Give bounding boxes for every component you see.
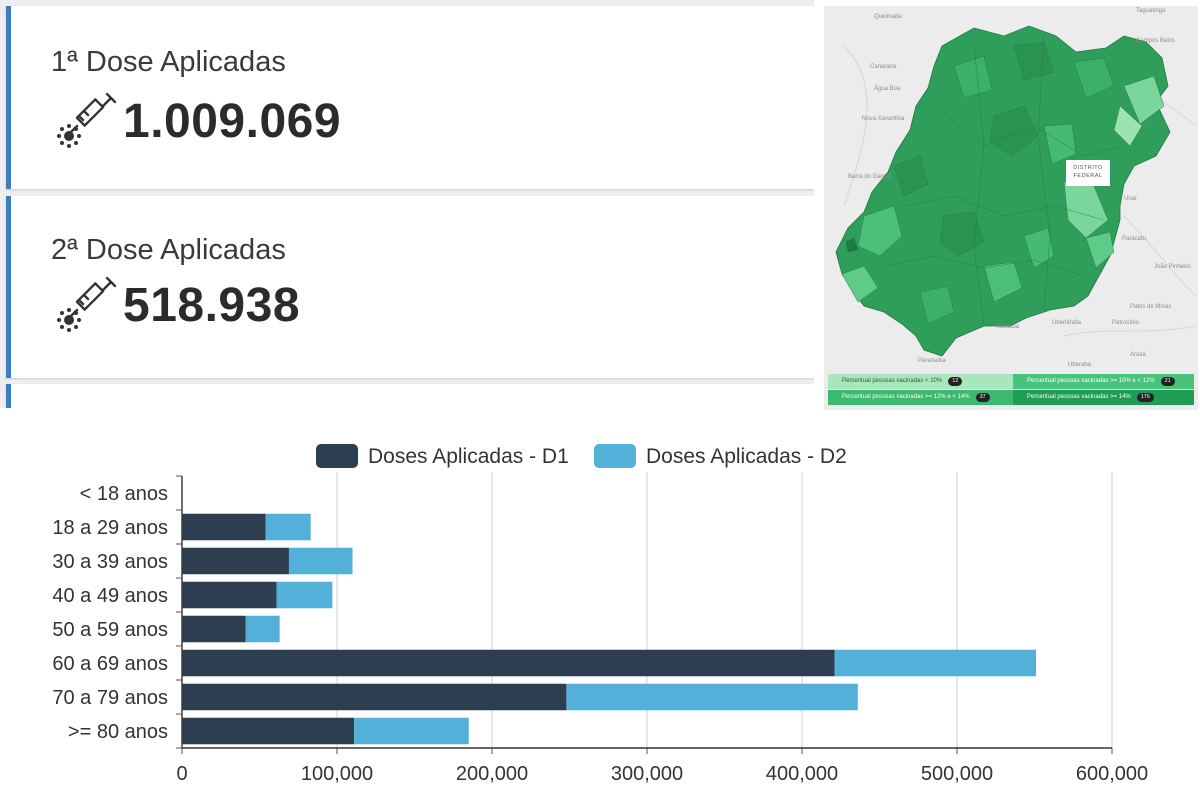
bar-chart-svg: 0 100,000 200,000 300,000 400,000 500,000 600,… — [52, 444, 1148, 785]
legend-count: 21 — [1160, 377, 1175, 386]
map-place: Araxá — [1130, 352, 1146, 358]
legend-swatch-d2 — [594, 444, 636, 468]
map-place: Queimada — [874, 14, 902, 20]
map-place: Campos Belos — [1136, 38, 1176, 44]
map-place: Barra do Garças — [848, 174, 893, 180]
bar-d2 — [245, 615, 280, 643]
map-place: Paracatu — [1122, 236, 1147, 242]
y-category-label: < 18 anos — [80, 483, 168, 505]
legend-label-d1: Doses Aplicadas - D1 — [368, 445, 569, 468]
map-canvas — [835, 25, 1197, 357]
vaccine-syringe-icon — [57, 276, 117, 332]
legend-label-d2: Doses Aplicadas - D2 — [646, 445, 847, 468]
map-place: Patrocínio — [1112, 320, 1140, 326]
y-category-label: 60 a 69 anos — [52, 653, 168, 675]
legend-label: Percentual pessoas vacinadas >= 12% e < … — [842, 394, 970, 400]
legend-item[interactable]: Percentual pessoas vacinadas >= 12% e < … — [828, 390, 1013, 405]
legend-count: 176 — [1136, 393, 1154, 402]
map-place: Patos de Minas — [1130, 304, 1172, 310]
first-dose-title: 1ª Dose Aplicadas — [51, 46, 286, 78]
map-place: Paranaíba — [918, 358, 946, 364]
x-tick-label: 0 — [176, 763, 187, 785]
x-tick-label: 200,000 — [456, 763, 528, 785]
bar-d1 — [182, 513, 266, 541]
bar-d1 — [182, 547, 289, 575]
x-tick-label: 500,000 — [921, 763, 993, 785]
map-place: Água Boa — [874, 86, 901, 92]
bar-d2 — [288, 547, 353, 575]
map-legend: Percentual pessoas vacinadas < 10% 12 Per… — [828, 374, 1194, 406]
bar-d2 — [834, 649, 1037, 677]
second-dose-card: 2ª Dose Aplicadas 518.938 — [6, 196, 814, 378]
stat-cards-panel: 1ª Dose Aplicadas 1.009.069 2ª Dose Apli… — [0, 0, 814, 408]
distrito-federal-label: DISTRITO FEDERAL — [1066, 160, 1110, 186]
bar-d1 — [182, 683, 567, 711]
map-place: Nova Xavantina — [862, 116, 905, 122]
bar-d2 — [276, 581, 333, 609]
map-place: Ituiutaba — [996, 324, 1020, 330]
second-dose-value: 518.938 — [123, 279, 301, 332]
bar-d2 — [265, 513, 311, 541]
legend-swatch-d1 — [316, 444, 358, 468]
state-shape — [835, 25, 1171, 357]
map-place: Unaí — [1124, 196, 1137, 202]
bar-d1 — [182, 615, 246, 643]
y-category-label: 30 a 39 anos — [52, 551, 168, 573]
legend-label: Percentual pessoas vacinadas < 10% — [842, 378, 943, 384]
legend-label: Percentual pessoas vacinadas >= 14% — [1027, 394, 1131, 400]
y-category-label: 18 a 29 anos — [52, 517, 168, 539]
legend-count: 37 — [975, 393, 990, 402]
first-dose-value: 1.009.069 — [123, 95, 342, 148]
legend-item[interactable]: Percentual pessoas vacinadas >= 14% 176 — [1013, 390, 1194, 405]
bar-d2 — [354, 717, 469, 745]
goias-vaccination-map[interactable]: DISTRITO FEDERAL Queimada Canarana Água … — [824, 6, 1198, 410]
y-category-label: 70 a 79 anos — [52, 687, 168, 709]
map-place: Uberaba — [1068, 362, 1092, 368]
first-dose-card: 1ª Dose Aplicadas 1.009.069 — [6, 6, 814, 189]
legend-count: 12 — [948, 377, 963, 386]
map-place: Uberlândia — [1052, 320, 1082, 326]
legend-label: Percentual pessoas vacinadas >= 10% e < … — [1027, 378, 1155, 384]
legend-item[interactable]: Percentual pessoas vacinadas >= 10% e < … — [1013, 374, 1194, 389]
bar-d1 — [182, 717, 355, 745]
x-tick-label: 100,000 — [301, 763, 373, 785]
y-category-label: 40 a 49 anos — [52, 585, 168, 607]
x-tick-label: 300,000 — [611, 763, 683, 785]
third-card-partial — [6, 384, 814, 408]
vaccine-syringe-icon — [57, 92, 117, 148]
bar-d2 — [566, 683, 858, 711]
map-place: Canarana — [870, 64, 897, 70]
y-category-label: >= 80 anos — [68, 721, 168, 743]
bar-d1 — [182, 649, 835, 677]
x-tick-label: 600,000 — [1076, 763, 1148, 785]
map-place: João Pinheiro — [1154, 264, 1191, 270]
second-dose-title: 2ª Dose Aplicadas — [51, 234, 286, 266]
bar-d1 — [182, 581, 277, 609]
doses-by-age-chart: 0 100,000 200,000 300,000 400,000 500,000 600,… — [0, 418, 1186, 800]
y-category-label: 50 a 59 anos — [52, 619, 168, 641]
legend-item[interactable]: Percentual pessoas vacinadas < 10% 12 — [828, 374, 1013, 389]
x-tick-label: 400,000 — [766, 763, 838, 785]
map-place: Taguatinga — [1136, 8, 1166, 14]
